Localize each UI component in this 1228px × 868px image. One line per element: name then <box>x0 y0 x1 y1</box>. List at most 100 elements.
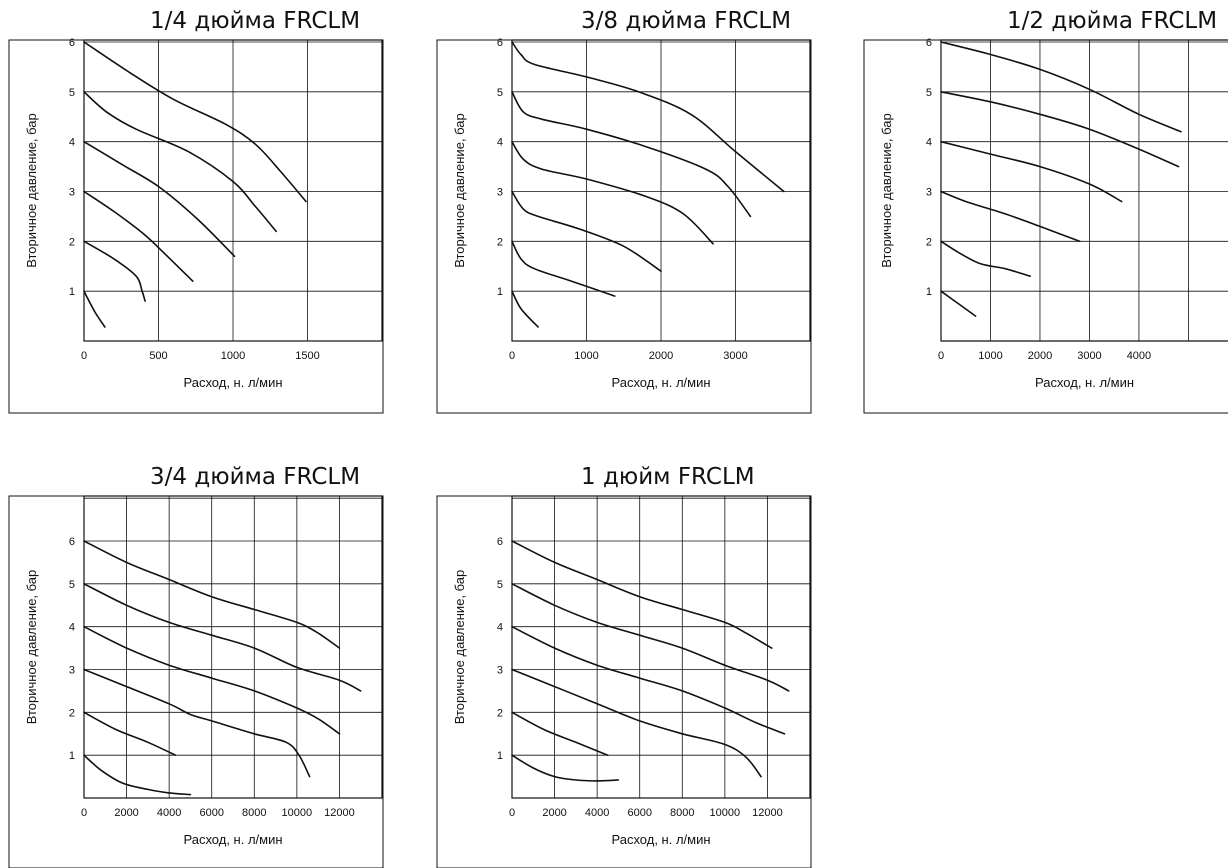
chart-4: 1 2 3 4 5 6 0 2000 4000 6000 8000 10000 12000 Расход,… <box>8 495 384 868</box>
y-tick-label: 4 <box>926 137 932 149</box>
series-line-3 <box>511 190 662 272</box>
series-line-3 <box>83 190 194 282</box>
x-tick-label: 6000 <box>627 807 651 819</box>
y-tick-label: 1 <box>497 286 503 298</box>
series-line-6 <box>83 540 341 649</box>
y-tick-label: 5 <box>926 87 932 99</box>
chart-frame <box>436 39 812 414</box>
series-line-1 <box>83 290 106 328</box>
series-line-6 <box>511 540 773 649</box>
series-line-2 <box>83 240 146 302</box>
x-axis-label: Расход, н. л/мин <box>183 832 282 847</box>
chart-5: 1 2 3 4 5 6 0 2000 4000 6000 8000 10000 12000 Расход,… <box>436 495 812 868</box>
y-axis-label: Вторичное давление, бар <box>452 113 467 268</box>
x-tick-label: 1000 <box>978 350 1002 362</box>
series-line-3 <box>83 668 311 778</box>
x-tick-label: 2000 <box>114 807 138 819</box>
x-tick-label: 12000 <box>324 807 355 819</box>
series-line-2 <box>511 711 609 756</box>
x-tick-label: 0 <box>509 807 515 819</box>
y-tick-label: 4 <box>497 137 503 149</box>
y-tick-label: 1 <box>69 286 75 298</box>
chart-1: 1 2 3 4 5 6 0 500 1000 1500 Расход, н. л/мин Вторич… <box>8 37 384 414</box>
x-tick-label: 3000 <box>723 350 747 362</box>
y-tick-label: 1 <box>497 750 503 762</box>
series-line-3 <box>511 668 762 778</box>
x-axis-label: Расход, н. л/мин <box>1035 375 1134 390</box>
x-tick-label: 2000 <box>542 807 566 819</box>
series-line-1 <box>940 290 977 317</box>
series-line-1 <box>511 754 620 782</box>
x-tick-label: 8000 <box>242 807 266 819</box>
x-tick-label: 12000 <box>752 807 783 819</box>
x-tick-label: 10000 <box>282 807 313 819</box>
chart-frame <box>8 39 384 414</box>
x-tick-label: 1500 <box>295 350 319 362</box>
y-tick-label: 6 <box>926 37 932 49</box>
y-tick-label: 4 <box>69 137 75 149</box>
x-tick-label: 1000 <box>574 350 598 362</box>
y-tick-label: 5 <box>69 87 75 99</box>
x-tick-label: 6000 <box>199 807 223 819</box>
x-tick-label: 3000 <box>1077 350 1101 362</box>
y-tick-label: 3 <box>497 665 503 677</box>
y-axis-label: Вторичное давление, бар <box>879 113 894 268</box>
series-line-1 <box>511 290 539 328</box>
series-line-2 <box>940 240 1031 277</box>
series-line-5 <box>511 91 752 218</box>
x-tick-label: 1000 <box>221 350 245 362</box>
series-line-4 <box>83 625 341 735</box>
x-tick-label: 2000 <box>649 350 673 362</box>
chart-3: 1 2 3 4 5 6 0 1000 2000 3000 4000 Расход, н. л/мин В… <box>863 37 1228 414</box>
y-tick-label: 6 <box>497 536 503 548</box>
series-line-4 <box>511 140 714 245</box>
x-tick-label: 0 <box>81 807 87 819</box>
plot-area <box>940 39 1228 342</box>
y-tick-label: 3 <box>497 187 503 199</box>
chart-title: 1/4 дюйма FRCLM <box>150 8 361 34</box>
chart-2: 1 2 3 4 5 6 0 1000 2000 3000 Расход, н. л/мин Втори… <box>436 37 812 414</box>
series-line-5 <box>940 91 1180 168</box>
y-tick-label: 4 <box>497 622 503 634</box>
series-line-4 <box>940 140 1123 203</box>
y-tick-label: 5 <box>497 87 503 99</box>
x-tick-label: 10000 <box>710 807 741 819</box>
chart-title: 3/4 дюйма FRCLM <box>150 464 361 490</box>
series-line-6 <box>83 41 307 203</box>
series-line-4 <box>83 140 236 258</box>
chart-title: 1/2 дюйма FRCLM <box>1007 8 1218 34</box>
y-tick-label: 4 <box>69 622 75 634</box>
y-tick-label: 2 <box>497 707 503 719</box>
x-axis-label: Расход, н. л/мин <box>611 375 710 390</box>
series-line-4 <box>511 625 786 735</box>
series-line-6 <box>511 41 785 193</box>
y-tick-label: 6 <box>69 536 75 548</box>
y-tick-label: 1 <box>69 750 75 762</box>
y-tick-label: 5 <box>497 579 503 591</box>
y-tick-label: 6 <box>497 37 503 49</box>
series-line-6 <box>940 41 1182 133</box>
x-tick-label: 2000 <box>1028 350 1052 362</box>
y-axis-label: Вторичное давление, бар <box>452 570 467 725</box>
x-tick-label: 500 <box>149 350 167 362</box>
x-tick-label: 4000 <box>1127 350 1151 362</box>
y-tick-label: 3 <box>69 187 75 199</box>
x-tick-label: 4000 <box>585 807 609 819</box>
x-tick-label: 0 <box>509 350 515 362</box>
y-tick-label: 6 <box>69 37 75 49</box>
series-line-5 <box>83 583 362 692</box>
series-line-2 <box>511 240 616 297</box>
y-tick-label: 2 <box>497 236 503 248</box>
chart-title: 1 дюйм FRCLM <box>581 464 755 490</box>
series-line-3 <box>940 190 1081 243</box>
x-axis-label: Расход, н. л/мин <box>183 375 282 390</box>
x-axis-label: Расход, н. л/мин <box>611 832 710 847</box>
y-tick-label: 3 <box>926 187 932 199</box>
series-line-5 <box>83 91 277 233</box>
x-tick-label: 0 <box>81 350 87 362</box>
y-tick-label: 2 <box>69 236 75 248</box>
series-line-1 <box>83 754 192 796</box>
x-tick-label: 4000 <box>157 807 181 819</box>
y-tick-label: 2 <box>69 707 75 719</box>
y-tick-label: 3 <box>69 665 75 677</box>
